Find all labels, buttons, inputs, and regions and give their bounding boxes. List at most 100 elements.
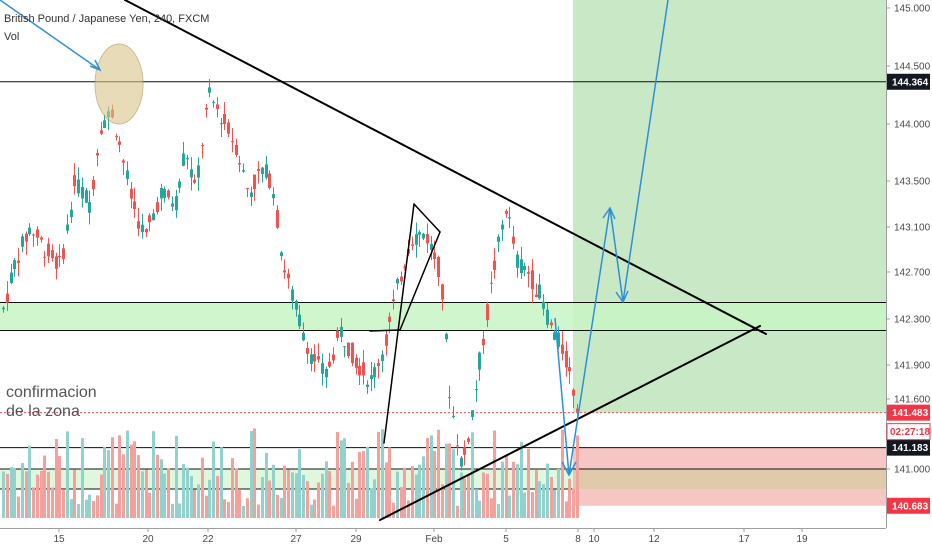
flag-base[interactable] [369, 329, 401, 332]
candle-body [291, 289, 294, 301]
volume-bar [478, 500, 481, 518]
candle-body [77, 179, 80, 194]
candle [283, 259, 286, 279]
candle [527, 265, 530, 288]
flag-right[interactable] [399, 231, 441, 331]
candle [340, 318, 343, 343]
candle [227, 119, 230, 138]
volume-bar [317, 482, 320, 518]
candle [561, 330, 564, 361]
candle-body [336, 330, 339, 338]
candle-body [212, 101, 215, 103]
candle [377, 358, 380, 379]
candle [32, 233, 35, 248]
candle [268, 170, 271, 190]
volume-bar [313, 499, 316, 518]
candle [21, 233, 24, 253]
volume-bar [73, 469, 76, 518]
volume-bar [426, 437, 429, 518]
volume-bar [55, 439, 58, 518]
price-axis[interactable]: 145.000 144.500 144.000 143.500 143.100 142.7… [886, 0, 932, 528]
candle [456, 434, 459, 456]
candle [396, 277, 399, 290]
candle-body [283, 270, 286, 273]
price-tag-label: 141.183 [892, 443, 929, 454]
volume-bar [351, 461, 354, 518]
volume-bar [298, 449, 301, 518]
volume-bar [133, 441, 136, 518]
volume-bar [201, 457, 204, 518]
candle-body [197, 165, 200, 178]
candle [336, 327, 339, 342]
candle [501, 219, 504, 242]
volume-bar [272, 464, 275, 518]
volume-bar [475, 489, 478, 518]
volume-bar [17, 496, 20, 518]
volume-bar [283, 465, 286, 518]
candle [557, 326, 560, 350]
candle-body [145, 229, 148, 233]
candle [362, 350, 365, 385]
volume-bar [508, 495, 511, 518]
symbol-title: British Pound / Japanese Yen, 240, FXCM [4, 13, 209, 25]
candle-body [325, 368, 328, 378]
flag-pole-left[interactable] [383, 203, 415, 444]
candle [538, 273, 541, 300]
volume-bar [130, 444, 133, 518]
candle [565, 341, 568, 377]
candle [321, 353, 324, 386]
volume-bar [6, 473, 9, 518]
projection-arrowhead-down [561, 461, 577, 477]
volume-bar [287, 469, 290, 518]
candle [122, 158, 125, 175]
upper-trendline[interactable] [124, 0, 767, 335]
price-tick-label: 142.700 [894, 268, 931, 279]
candle [163, 186, 166, 203]
candle [70, 201, 73, 224]
candle-body [276, 210, 279, 228]
candle-body [467, 438, 470, 442]
candle [343, 346, 346, 358]
candle [148, 213, 151, 232]
volume-bar [482, 472, 485, 518]
candle-body [182, 153, 185, 166]
volume-bar [546, 463, 549, 518]
candle [448, 385, 451, 409]
time-axis[interactable]: 15 20 22 27 29 Feb 5 8 10 12 17 19 [0, 528, 932, 550]
candle [520, 246, 523, 279]
lower-trendline[interactable] [379, 325, 761, 521]
candle-body [456, 445, 459, 447]
price-tag-label: 140.683 [892, 501, 929, 512]
volume-bar [160, 459, 163, 518]
candle-body [550, 322, 553, 326]
volume-bar [418, 464, 421, 518]
volume-bar [332, 505, 335, 518]
candle-body [2, 307, 5, 310]
flag-top[interactable] [413, 203, 441, 233]
candle-body [351, 342, 354, 364]
volume-bar [276, 494, 279, 518]
candle-body [385, 334, 388, 346]
volume-bar [163, 473, 166, 518]
volume-bar [411, 466, 414, 518]
candle-body [418, 232, 421, 235]
candle [261, 166, 264, 183]
candle [313, 344, 316, 372]
candle [490, 271, 493, 294]
candle-body [295, 301, 298, 310]
candle [152, 209, 155, 221]
candle [6, 281, 9, 312]
volume-bar [111, 437, 114, 518]
candle-body [516, 254, 519, 268]
volume-bar [538, 481, 541, 518]
candle-body [51, 250, 54, 259]
candle-body [175, 196, 178, 211]
candle-body [561, 344, 564, 354]
candle-body [497, 236, 500, 242]
candle [156, 196, 159, 215]
volume-bar [32, 487, 35, 518]
candle-body [400, 276, 403, 282]
candle [257, 161, 260, 184]
candle-body [148, 215, 151, 223]
